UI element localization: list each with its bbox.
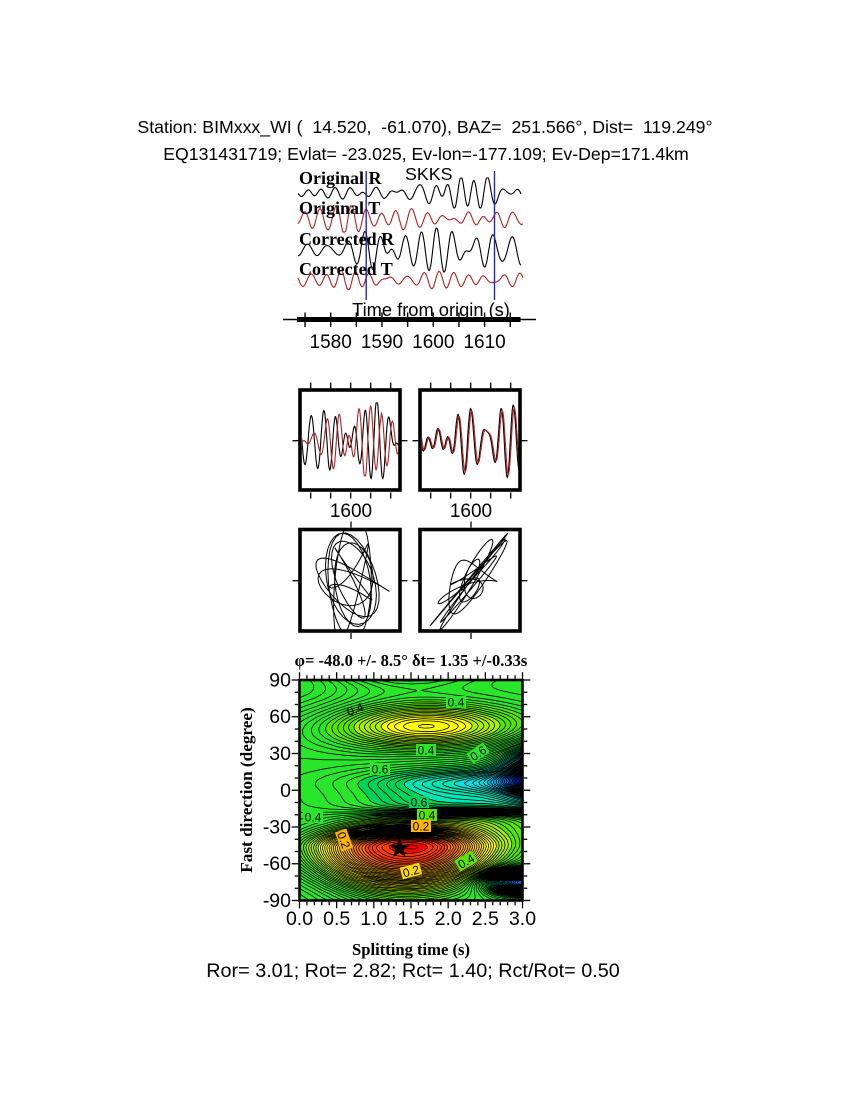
svg-text:0.6: 0.6: [372, 763, 389, 777]
svg-text:1610: 1610: [463, 332, 505, 353]
svg-text:0.0: 0.0: [286, 908, 313, 930]
svg-text:-30: -30: [263, 817, 291, 839]
svg-text:-90: -90: [263, 890, 291, 912]
svg-text:EQ131431719; Evlat= -23.025, E: EQ131431719; Evlat= -23.025, Ev-lon=-177…: [163, 144, 689, 164]
svg-text:2.0: 2.0: [435, 908, 462, 930]
svg-text:0: 0: [280, 780, 291, 802]
svg-text:1600: 1600: [412, 332, 454, 353]
svg-text:0.2: 0.2: [334, 830, 353, 851]
svg-text:SKKS: SKKS: [405, 164, 453, 184]
svg-text:0.2: 0.2: [401, 862, 421, 880]
svg-text:1600: 1600: [450, 501, 492, 522]
svg-text:0.4: 0.4: [448, 696, 465, 710]
svg-text:1590: 1590: [361, 332, 403, 353]
svg-text:1600: 1600: [330, 501, 372, 522]
svg-text:1.0: 1.0: [360, 908, 387, 930]
svg-text:Corrected T: Corrected T: [299, 259, 393, 279]
svg-text:0.4: 0.4: [345, 700, 366, 719]
svg-text:60: 60: [269, 706, 291, 728]
svg-text:Splitting time (s): Splitting time (s): [352, 940, 470, 959]
svg-text:0.2: 0.2: [413, 820, 430, 834]
svg-text:0.4: 0.4: [419, 809, 436, 823]
svg-text:0.4: 0.4: [418, 744, 435, 758]
svg-text:φ= -48.0 +/- 8.5° δt= 1.35 +/-: φ= -48.0 +/- 8.5° δt= 1.35 +/-0.33s: [295, 651, 528, 670]
svg-text:-60: -60: [263, 853, 291, 875]
svg-text:1580: 1580: [310, 332, 352, 353]
svg-text:30: 30: [269, 743, 291, 765]
svg-text:2.5: 2.5: [472, 908, 499, 930]
svg-text:Original T: Original T: [299, 198, 380, 218]
svg-text:3.0: 3.0: [509, 908, 536, 930]
svg-text:Station: BIMxxx_WI ( 14.520,: Station: BIMxxx_WI ( 14.520, -61.070), B…: [137, 117, 712, 138]
svg-text:90: 90: [269, 670, 291, 692]
svg-text:0.6: 0.6: [411, 796, 428, 810]
svg-text:1.5: 1.5: [397, 908, 424, 930]
svg-text:Ror= 3.01; Rot= 2.82; Rct= 1.4: Ror= 3.01; Rot= 2.82; Rct= 1.40; Rct/Rot…: [206, 960, 619, 982]
svg-text:Original R: Original R: [299, 168, 383, 188]
svg-text:0.4: 0.4: [305, 811, 322, 825]
svg-text:Corrected R: Corrected R: [299, 229, 395, 249]
svg-text:Time from origin (s): Time from origin (s): [352, 299, 510, 320]
svg-text:Fast direction (degree): Fast direction (degree): [237, 707, 256, 872]
svg-text:0.5: 0.5: [323, 908, 350, 930]
